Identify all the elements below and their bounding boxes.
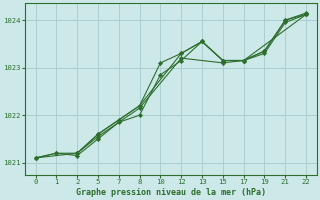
X-axis label: Graphe pression niveau de la mer (hPa): Graphe pression niveau de la mer (hPa) bbox=[76, 188, 266, 197]
